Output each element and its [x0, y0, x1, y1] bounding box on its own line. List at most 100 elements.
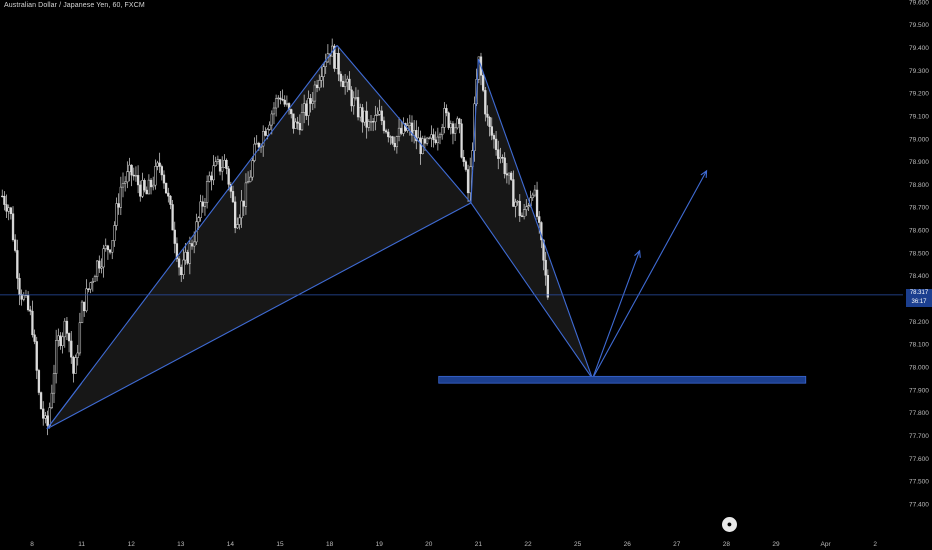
candle-body [205, 181, 209, 203]
candle-body [525, 206, 528, 210]
candle-body [337, 53, 340, 75]
candle-layer [1, 38, 549, 436]
candle [318, 74, 321, 91]
candle [320, 65, 323, 88]
candle [50, 384, 53, 410]
candle-body [268, 124, 271, 130]
symbol-title[interactable]: Australian Dollar / Japanese Yen, 60, FX… [4, 2, 145, 9]
candle-body [522, 209, 526, 217]
candle [63, 318, 66, 348]
candle-body [343, 81, 347, 88]
candle [130, 164, 133, 187]
candle [303, 94, 306, 124]
candle [37, 368, 41, 396]
candle [443, 102, 446, 134]
candle-body [16, 250, 19, 279]
candle-body [240, 200, 243, 219]
price-axis[interactable]: 79.600 79.500 79.400 79.300 79.200 79.100 79.0… [909, 0, 929, 508]
candle-body [393, 143, 396, 148]
candle [367, 119, 370, 132]
candle [164, 182, 168, 194]
candle [104, 238, 107, 252]
candle [115, 197, 118, 231]
candle [359, 103, 362, 122]
candle [233, 196, 237, 234]
candle-body [535, 189, 539, 217]
candle [458, 117, 461, 134]
candle-body [300, 112, 304, 131]
candle-body [311, 100, 314, 104]
candle-body [309, 98, 312, 104]
time-axis-label: 26 [624, 541, 632, 548]
candle [95, 259, 99, 282]
candle [134, 166, 138, 182]
candle-body [486, 113, 489, 118]
candle-body [231, 191, 235, 203]
candle [512, 170, 515, 207]
candle-body [154, 166, 157, 186]
candle [307, 90, 310, 126]
candle-body [313, 84, 317, 102]
candle [121, 172, 125, 198]
candle-body [365, 110, 368, 128]
candle-body [354, 97, 358, 99]
candle [162, 170, 166, 189]
candle-body [445, 108, 448, 114]
candle [410, 115, 414, 142]
candle [7, 204, 10, 221]
tradingview-logo-icon[interactable]: ● [722, 517, 737, 532]
candle [419, 130, 422, 165]
candle [488, 115, 491, 137]
candle [180, 264, 183, 282]
candle-body [72, 356, 75, 374]
candle [518, 194, 521, 222]
time-axis-label: Apr [821, 541, 832, 548]
candle [393, 136, 396, 151]
candle [363, 110, 366, 126]
candle [400, 120, 403, 136]
candle [227, 165, 230, 191]
candle-body [1, 195, 4, 198]
candle-body [167, 192, 170, 197]
candle [354, 87, 358, 101]
candle-body [518, 200, 521, 216]
candle-body [428, 137, 431, 140]
candle-body [35, 341, 38, 371]
candle-body [7, 207, 10, 212]
candle-body [126, 171, 129, 183]
candle [20, 289, 23, 306]
price-axis-label: 78.000 [909, 365, 929, 372]
candle [497, 140, 500, 170]
candle-body [42, 408, 45, 419]
time-axis-label: 14 [227, 541, 235, 548]
candle [3, 191, 6, 211]
candle [464, 159, 468, 172]
candle-body [374, 115, 377, 123]
candle-body [382, 120, 386, 131]
time-axis[interactable]: 8 11 12 13 14 15 18 19 20 21 22 25 26 27 28 29 Apr 2 [30, 541, 877, 548]
candle [484, 86, 487, 122]
candle-body [447, 112, 450, 128]
candle [26, 291, 30, 312]
candle [456, 116, 459, 130]
candle-body [57, 335, 60, 341]
candle-body [5, 204, 8, 212]
candle [98, 255, 101, 273]
candle-body [356, 97, 360, 118]
candle-body [512, 179, 515, 207]
candle-body [501, 157, 504, 159]
candle-body [462, 156, 465, 162]
candle [186, 249, 189, 265]
candle [67, 332, 71, 353]
candle [272, 102, 276, 125]
last-price-value: 78.317 [909, 289, 929, 296]
candle-body [193, 241, 196, 247]
candle [18, 273, 21, 306]
candle [438, 132, 442, 145]
candle-body [367, 121, 370, 128]
candle [253, 137, 256, 163]
candle [324, 53, 327, 74]
projection-arrow-head [634, 249, 641, 258]
